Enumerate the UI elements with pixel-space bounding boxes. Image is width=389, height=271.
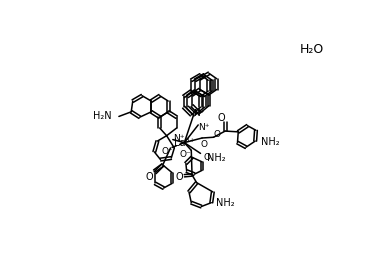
Text: O: O: [217, 113, 225, 123]
Text: NH₂: NH₂: [207, 153, 226, 163]
Text: La³⁺: La³⁺: [174, 138, 195, 148]
Text: O: O: [146, 172, 154, 182]
Text: N⁺: N⁺: [173, 134, 185, 143]
Text: NH₂: NH₂: [216, 198, 235, 208]
Text: O: O: [214, 130, 221, 139]
Text: H₂O: H₂O: [299, 43, 324, 56]
Text: O: O: [200, 140, 207, 149]
Text: O⁻: O⁻: [179, 150, 191, 159]
Text: O: O: [203, 153, 210, 162]
Text: O: O: [175, 172, 183, 182]
Text: NH₂: NH₂: [261, 137, 279, 147]
Text: O⁻: O⁻: [161, 147, 173, 156]
Text: N⁺: N⁺: [193, 109, 205, 118]
Text: N⁺: N⁺: [198, 124, 209, 133]
Text: H₂N: H₂N: [93, 111, 112, 121]
